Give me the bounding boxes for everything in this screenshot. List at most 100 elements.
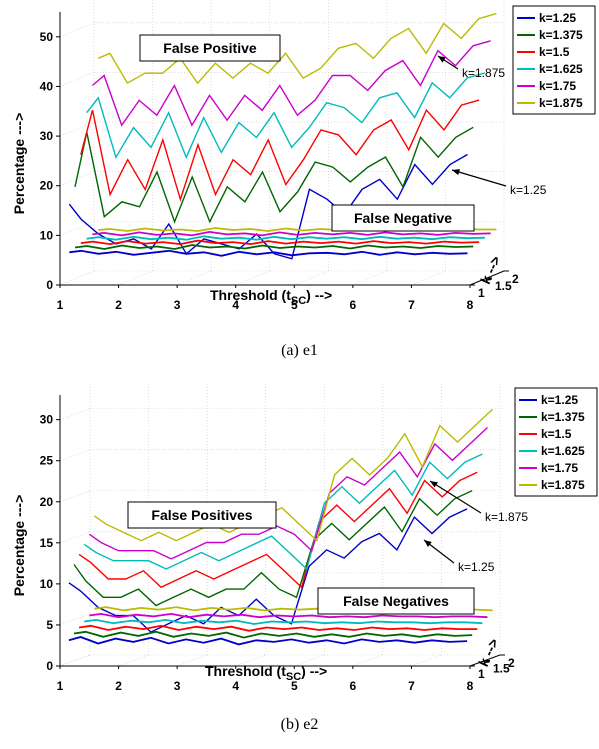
depth-tick-label: 1.5 bbox=[493, 662, 510, 676]
legend-entry: k=1.25 bbox=[541, 393, 578, 407]
depth-tick-label: 1.5 bbox=[495, 279, 512, 293]
legend-box bbox=[514, 387, 598, 497]
x-tick-label: 8 bbox=[467, 679, 474, 693]
grid-line-depth bbox=[59, 531, 91, 544]
fn-line-k=1.375 bbox=[74, 244, 474, 250]
grid-line-depth bbox=[59, 572, 91, 585]
y-tick-label: 5 bbox=[46, 618, 53, 632]
fn-line-k=1.375 bbox=[73, 630, 473, 639]
floor-grid-line bbox=[177, 654, 208, 667]
fp-line-k=1.75 bbox=[88, 426, 488, 560]
y-tick-label: 0 bbox=[46, 278, 53, 292]
legend-entry: k=1.375 bbox=[541, 410, 585, 424]
y-axis-label: Percentage ---> bbox=[11, 113, 27, 215]
legend-entry: k=1.75 bbox=[539, 79, 576, 93]
legend-box bbox=[512, 5, 596, 115]
depth-tick-label: 1 bbox=[478, 667, 485, 681]
floor-grid-line bbox=[177, 270, 212, 286]
x-tick-label: 6 bbox=[350, 679, 357, 693]
legend-entry: k=1.875 bbox=[539, 96, 583, 110]
grid-line-depth bbox=[59, 221, 95, 236]
annotation-label: k=1.875 bbox=[485, 510, 528, 524]
y-tick-label: 50 bbox=[40, 30, 54, 44]
annotation-label: k=1.25 bbox=[458, 560, 495, 574]
floor-grid-line bbox=[235, 654, 266, 667]
chart-panel-e1: 1 2 3 4 5 6 7 8 0 10 20 30 40 50 1 1.5 2 Threshold (tSC) … bbox=[0, 0, 599, 370]
legend-entry: k=1.625 bbox=[539, 62, 583, 76]
legend-entry: k=1.875 bbox=[541, 478, 585, 492]
x-axis-label: Threshold (tSC) --> bbox=[205, 663, 327, 683]
fp-line-k=1.375 bbox=[73, 489, 473, 607]
false-negative-box-label: False Negative bbox=[354, 210, 452, 226]
fn-line-k=1.5 bbox=[78, 624, 478, 632]
x-tick-label: 7 bbox=[408, 298, 415, 312]
floor-grid-line bbox=[59, 270, 95, 286]
grid-line-depth bbox=[59, 613, 91, 626]
fp-line-k=1.875 bbox=[97, 12, 497, 85]
fp-line-k=1.5 bbox=[78, 471, 478, 589]
grid-line-depth bbox=[59, 408, 91, 420]
x-tick-label: 7 bbox=[408, 679, 415, 693]
x-tick-label: 4 bbox=[232, 298, 239, 312]
depth-tick-label: 1 bbox=[478, 286, 485, 300]
false-negative-box bbox=[331, 204, 475, 232]
x-tick-label: 3 bbox=[174, 298, 181, 312]
y-tick-label: 10 bbox=[40, 228, 54, 242]
y-tick-label: 20 bbox=[40, 179, 54, 193]
y-tick-label: 30 bbox=[40, 129, 54, 143]
grid-line-depth bbox=[59, 490, 91, 503]
y-tick-label: 15 bbox=[40, 536, 54, 550]
y-tick-label: 30 bbox=[40, 413, 54, 427]
x-axis-label: Threshold (tSC) --> bbox=[210, 287, 332, 307]
fn-line-k=1.75 bbox=[89, 612, 488, 619]
grid-line-depth bbox=[59, 72, 95, 87]
false-positive-box bbox=[139, 34, 281, 62]
x-tick-label: 6 bbox=[350, 298, 357, 312]
annotation-label: k=1.25 bbox=[510, 183, 547, 197]
x-tick-label: 1 bbox=[57, 298, 64, 312]
fn-line-k=1.625 bbox=[84, 618, 483, 625]
floor-grid-line bbox=[411, 654, 442, 667]
legend-entry: k=1.375 bbox=[539, 28, 583, 42]
y-tick-label: 10 bbox=[40, 577, 54, 591]
floor-grid-line bbox=[294, 654, 325, 667]
y-tick-label: 25 bbox=[40, 454, 54, 468]
fp-line-k=1.75 bbox=[91, 40, 491, 127]
annotation-arrowhead bbox=[452, 169, 460, 176]
floor-grid-line bbox=[118, 270, 153, 286]
annotation-arrowhead bbox=[430, 481, 438, 488]
fp-line-k=1.875 bbox=[93, 408, 494, 542]
floor-grid-line bbox=[118, 654, 149, 667]
x-axis-label-tail: ) --> bbox=[306, 287, 332, 303]
x-tick-label: 4 bbox=[232, 679, 239, 693]
annotation-arrowhead bbox=[424, 540, 432, 547]
false-negative-box-label: False Negatives bbox=[343, 593, 449, 609]
x-tick-label: 8 bbox=[467, 298, 474, 312]
legend-entry: k=1.25 bbox=[539, 11, 576, 25]
floor-grid-line bbox=[411, 270, 446, 286]
chart-e2-caption: (b) e2 bbox=[280, 716, 319, 733]
depth-tick-label: 2 bbox=[512, 272, 519, 286]
y-tick-label: 40 bbox=[40, 79, 54, 93]
floor-grid-line bbox=[235, 270, 270, 286]
x-axis-label-tail: ) --> bbox=[301, 663, 327, 679]
fn-line-k=1.25 bbox=[69, 249, 468, 257]
fn-line-k=1.75 bbox=[92, 230, 491, 237]
false-positive-box-label: False Positive bbox=[163, 40, 257, 56]
annotation-arrow bbox=[429, 480, 482, 514]
legend-entry: k=1.5 bbox=[541, 427, 572, 441]
x-axis-label-subscript: SC bbox=[291, 295, 306, 307]
depth-tick-label: 2 bbox=[508, 656, 515, 670]
x-tick-label: 2 bbox=[115, 679, 122, 693]
annotation-arrow bbox=[451, 169, 507, 187]
floor-grid-line bbox=[352, 270, 387, 286]
grid-line-depth bbox=[59, 22, 95, 38]
chart-e1-caption: (a) e1 bbox=[281, 342, 318, 359]
legend-entry: k=1.625 bbox=[541, 444, 585, 458]
floor-grid-line bbox=[352, 654, 383, 667]
x-tick-label: 1 bbox=[57, 679, 64, 693]
y-tick-label: 0 bbox=[46, 659, 53, 673]
floor-grid-line bbox=[59, 654, 91, 667]
